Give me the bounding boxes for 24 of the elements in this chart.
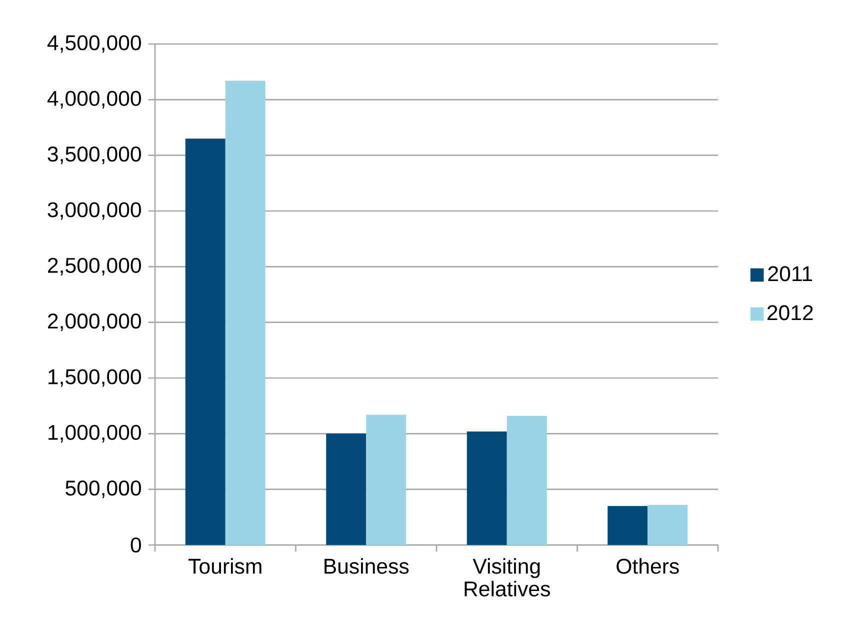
x-tick-label: Visiting Relatives	[464, 558, 550, 596]
y-tick-label: 500,000	[66, 480, 141, 498]
bar	[648, 504, 688, 545]
y-tick-label: 1,000,000	[48, 424, 141, 442]
legend-label: 2012	[767, 305, 813, 320]
y-tick-label: 4,000,000	[47, 90, 141, 108]
y-tick-label: 1,500,000	[48, 369, 141, 387]
bar	[225, 80, 266, 545]
bar	[326, 434, 366, 545]
x-tick-label: Business	[324, 558, 409, 574]
bar	[608, 506, 648, 545]
y-tick-label: 2,500,000	[48, 258, 141, 276]
bar	[466, 431, 507, 545]
x-tick-label: Tourism	[188, 558, 262, 574]
y-tick-label: 4,500,000	[47, 35, 141, 53]
x-tick-label: Others	[616, 558, 679, 574]
y-tick-label: 3,500,000	[48, 146, 141, 164]
bar	[366, 414, 406, 545]
bar	[185, 138, 226, 545]
bar	[506, 416, 547, 545]
legend-label: 2011	[768, 266, 812, 282]
y-tick-label: 3,000,000	[48, 202, 141, 220]
y-tick-label: 2,000,000	[48, 314, 141, 332]
y-tick-label: 0	[130, 537, 141, 553]
